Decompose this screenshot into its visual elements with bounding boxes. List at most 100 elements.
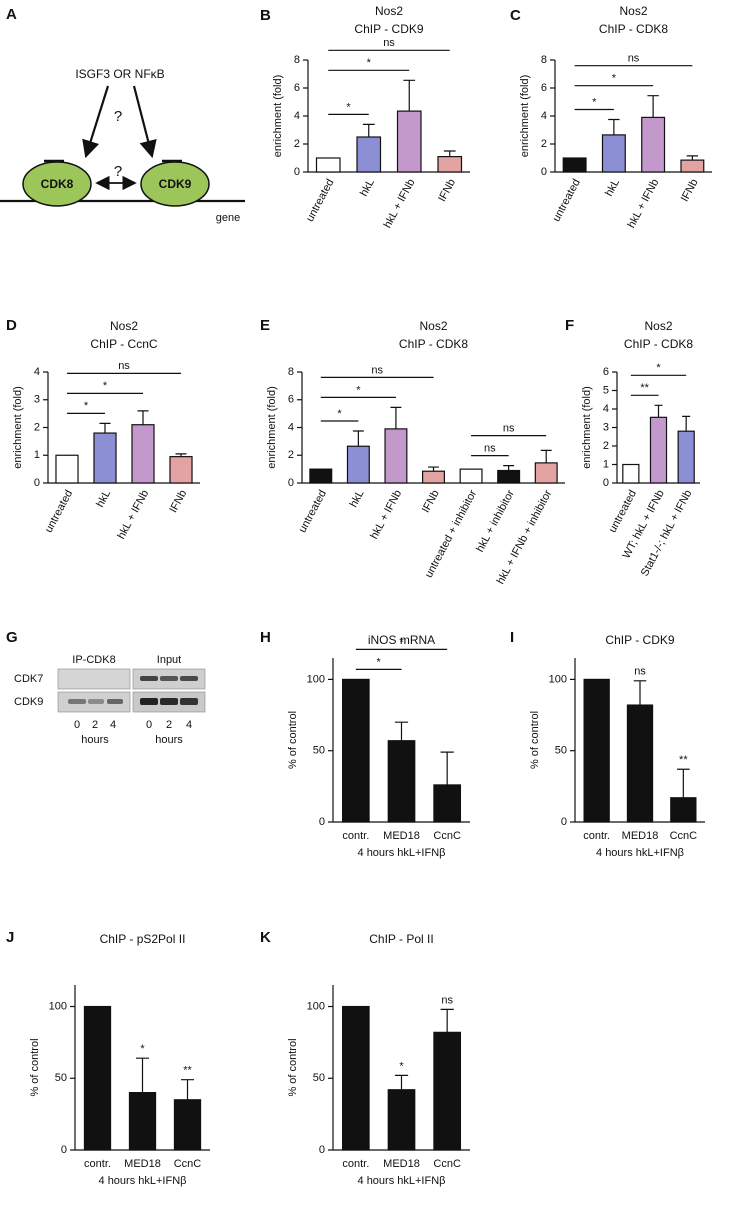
chart-subtitle: ChIP - CDK8	[624, 337, 693, 351]
bar	[173, 1099, 202, 1151]
y-tick-label: 100	[307, 1000, 325, 1012]
bar	[55, 454, 79, 484]
y-tick-label: 3	[34, 394, 40, 406]
error-bar	[608, 118, 620, 135]
significance-label: ns	[371, 364, 383, 376]
significance-label: **	[183, 1065, 192, 1077]
error-bar	[362, 123, 375, 137]
chart-panel: F Nos2 ChIP - CDK8 enrichment (fold) 0 1 2 3 4 5 6…	[565, 317, 700, 578]
y-tick-label: 100	[549, 673, 567, 685]
y-axis-label: enrichment (fold)	[581, 386, 593, 469]
error-bar	[175, 453, 187, 457]
x-tick-label: CcnC	[174, 1158, 202, 1170]
panel-letter: B	[260, 7, 271, 24]
significance-label: *	[84, 400, 89, 412]
bar	[422, 470, 445, 484]
y-axis-label: enrichment (fold)	[266, 386, 278, 469]
significance-label: ns	[634, 666, 646, 678]
error-bar	[394, 721, 409, 741]
bar	[459, 468, 483, 484]
blot-band	[88, 699, 104, 704]
bar	[387, 740, 416, 823]
chart-subtitle: ChIP - CDK8	[599, 22, 668, 36]
significance-label: *	[399, 636, 404, 648]
y-tick-label: 6	[603, 366, 609, 378]
chart-panel: I ChIP - CDK9 % of control 0 50 100 contr. MED1…	[510, 629, 705, 859]
gene-label: gene	[216, 212, 240, 224]
bar	[622, 463, 640, 484]
chart-panel: E Nos2 ChIP - CDK8 enrichment (fold) 0 2 4 6 8 un…	[260, 317, 565, 586]
y-tick-label: 0	[319, 1144, 325, 1156]
panel-letter: A	[6, 6, 17, 23]
hour-label: 0	[146, 719, 152, 731]
panel-letter: G	[6, 629, 18, 646]
significance-label: *	[612, 73, 617, 85]
kinase-label: CDK8	[41, 177, 74, 191]
hour-label: 0	[74, 719, 80, 731]
error-bar	[443, 150, 456, 157]
bar	[315, 157, 341, 173]
y-axis-label: % of control	[287, 1038, 299, 1096]
y-tick-label: 0	[288, 477, 294, 489]
blot-row-label: CDK7	[14, 673, 43, 685]
significance-label: *	[337, 408, 342, 420]
significance-label: ns	[441, 994, 453, 1006]
panel-letter: C	[510, 7, 521, 24]
y-tick-label: 4	[294, 110, 300, 122]
chart-panel: C Nos2 ChIP - CDK8 enrichment (fold) 0 2 4 6 8 un…	[510, 4, 712, 230]
bar	[626, 704, 654, 823]
y-tick-label: 1	[34, 449, 40, 461]
question-mark: ?	[114, 108, 122, 125]
chart-panel: J ChIP - pS2Pol II % of control 0 50 100 contr…	[6, 929, 210, 1187]
error-bar	[390, 406, 402, 429]
significance-label: ns	[503, 423, 515, 435]
x-tick-label: contr.	[342, 830, 369, 842]
x-axis-label: 4 hours hkL+IFNβ	[596, 847, 684, 859]
chart-title: Nos2	[110, 319, 138, 333]
x-tick-label: CcnC	[670, 830, 698, 842]
blot-band	[180, 676, 198, 681]
chart-panel: D Nos2 ChIP - CcnC enrichment (fold) 0 1 2 3 4 un…	[6, 317, 200, 541]
x-axis-label: 4 hours hkL+IFNβ	[99, 1175, 187, 1187]
blot-row-label: CDK9	[14, 696, 43, 708]
hour-label: 2	[166, 719, 172, 731]
chart-title: Nos2	[619, 4, 647, 18]
x-tick-label: untreated	[304, 177, 336, 224]
x-tick-label: MED18	[383, 830, 420, 842]
bar	[677, 430, 695, 484]
y-tick-label: 50	[55, 1072, 67, 1084]
chart-title: ChIP - pS2Pol II	[100, 932, 186, 946]
bar	[384, 428, 408, 484]
y-tick-label: 6	[294, 82, 300, 94]
significance-label: ns	[484, 443, 496, 455]
bar	[641, 116, 666, 173]
blot-band	[180, 698, 198, 705]
y-tick-label: 5	[603, 384, 609, 396]
error-bar	[99, 422, 111, 434]
significance-label: *	[367, 57, 372, 69]
x-tick-label: CcnC	[433, 830, 461, 842]
chart-panel: B Nos2 ChIP - CDK9 enrichment (fold) 0 2 4 6 8 un…	[260, 4, 470, 230]
chart-subtitle: ChIP - CDK8	[399, 337, 468, 351]
error-bar	[137, 410, 149, 425]
bar	[341, 1005, 370, 1151]
y-tick-label: 4	[288, 421, 294, 433]
bar	[680, 159, 705, 173]
y-tick-label: 2	[34, 421, 40, 433]
arrow	[82, 85, 110, 159]
chart-title: Nos2	[644, 319, 672, 333]
y-tick-label: 2	[603, 440, 609, 452]
blot-header: IP-CDK8	[72, 654, 115, 666]
y-axis-label: % of control	[287, 711, 299, 769]
y-tick-label: 0	[541, 166, 547, 178]
x-tick-label: untreated	[550, 177, 582, 224]
blot-band	[140, 698, 158, 705]
y-axis-label: enrichment (fold)	[519, 75, 531, 158]
error-bar	[503, 465, 515, 471]
x-tick-label: IFNb	[167, 488, 189, 515]
error-bar	[686, 155, 699, 161]
y-tick-label: 6	[288, 394, 294, 406]
significance-label: ns	[628, 53, 640, 65]
significance-label: *	[656, 362, 661, 374]
